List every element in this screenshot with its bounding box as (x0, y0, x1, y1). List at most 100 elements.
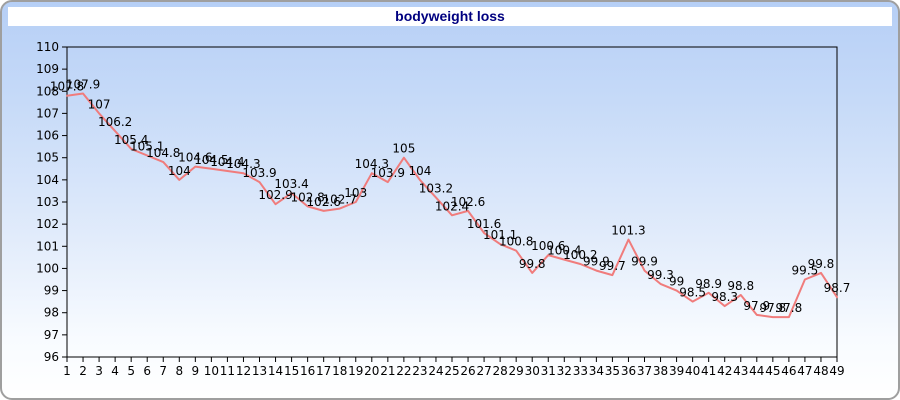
y-axis-tick-label: 103 (36, 195, 59, 209)
x-axis-tick-label: 30 (525, 364, 540, 378)
point-value-label: 104.4 (210, 155, 244, 169)
x-axis-tick-label: 20 (364, 364, 379, 378)
point-value-label: 100.4 (547, 244, 581, 258)
x-axis-tick-label: 9 (192, 364, 200, 378)
y-axis-tick-label: 110 (36, 40, 59, 54)
y-axis-tick-label: 96 (44, 350, 59, 364)
point-value-label: 105.4 (114, 133, 148, 147)
point-value-label: 102.7 (323, 193, 357, 207)
point-value-label: 97.9 (743, 299, 770, 313)
x-axis-tick-label: 38 (653, 364, 668, 378)
point-value-label: 104 (168, 164, 191, 178)
point-value-label: 104.3 (226, 157, 260, 171)
y-axis-tick-label: 104 (36, 173, 59, 187)
point-value-label: 101.3 (611, 224, 645, 238)
point-value-label: 107 (88, 97, 111, 111)
point-value-label: 99.9 (631, 255, 658, 269)
point-value-label: 98.7 (824, 281, 851, 295)
x-axis-tick-label: 24 (428, 364, 443, 378)
point-value-label: 99.8 (808, 257, 835, 271)
x-axis-tick-label: 3 (95, 364, 103, 378)
x-axis-tick-label: 8 (175, 364, 183, 378)
point-value-label: 104 (408, 164, 431, 178)
x-axis-tick-label: 25 (444, 364, 459, 378)
x-axis-tick-label: 18 (332, 364, 347, 378)
x-axis-tick-label: 43 (733, 364, 748, 378)
point-value-label: 99.9 (583, 255, 610, 269)
x-axis-tick-label: 5 (127, 364, 135, 378)
x-axis-tick-label: 21 (380, 364, 395, 378)
y-axis-tick-label: 108 (36, 84, 59, 98)
point-value-label: 104.3 (355, 157, 389, 171)
point-value-label: 104.8 (146, 146, 180, 160)
y-axis-tick-label: 102 (36, 217, 59, 231)
y-axis-tick-label: 109 (36, 62, 59, 76)
y-axis-tick-label: 106 (36, 129, 59, 143)
x-axis-tick-label: 29 (509, 364, 524, 378)
point-value-label: 107.9 (66, 78, 100, 92)
point-value-label: 103.9 (371, 166, 405, 180)
x-axis-tick-label: 34 (589, 364, 604, 378)
y-axis-tick-label: 107 (36, 106, 59, 120)
x-axis-tick-label: 14 (268, 364, 283, 378)
point-value-label: 100.2 (563, 248, 597, 262)
x-axis-tick-label: 31 (541, 364, 556, 378)
x-axis-tick-label: 13 (252, 364, 267, 378)
point-value-label: 97.8 (759, 301, 786, 315)
x-axis-tick-label: 48 (813, 364, 828, 378)
point-value-label: 102.4 (435, 199, 469, 213)
x-axis-tick-label: 27 (476, 364, 491, 378)
point-value-label: 102.8 (290, 190, 324, 204)
point-value-label: 105.1 (130, 140, 164, 154)
point-value-label: 107.8 (50, 80, 84, 94)
x-axis-tick-label: 49 (829, 364, 844, 378)
x-axis-tick-label: 44 (749, 364, 764, 378)
x-axis-tick-label: 46 (781, 364, 796, 378)
point-value-label: 101.1 (483, 228, 517, 242)
y-axis-tick-label: 101 (36, 239, 59, 253)
x-axis-tick-label: 26 (460, 364, 475, 378)
chart-title-bar: bodyweight loss (8, 7, 892, 26)
x-axis-tick-label: 28 (492, 364, 507, 378)
x-axis-tick-label: 39 (669, 364, 684, 378)
x-axis-tick-label: 6 (143, 364, 151, 378)
point-value-label: 99.8 (519, 257, 546, 271)
x-axis-tick-label: 16 (300, 364, 315, 378)
y-axis-tick-label: 99 (44, 284, 59, 298)
x-axis-tick-label: 37 (637, 364, 652, 378)
point-value-label: 99.7 (599, 259, 626, 273)
x-axis-tick-label: 35 (605, 364, 620, 378)
point-value-label: 100.8 (499, 235, 533, 249)
chart-title: bodyweight loss (395, 8, 505, 24)
y-axis-tick-label: 100 (36, 261, 59, 275)
x-axis-tick-label: 47 (797, 364, 812, 378)
x-axis-tick-label: 41 (701, 364, 716, 378)
point-value-label: 103.9 (242, 166, 276, 180)
point-value-label: 104.5 (194, 153, 228, 167)
x-axis-tick-label: 7 (159, 364, 167, 378)
point-value-label: 104.6 (178, 151, 212, 165)
point-value-label: 102.6 (306, 195, 340, 209)
x-axis-tick-label: 36 (621, 364, 636, 378)
point-value-label: 99 (669, 275, 684, 289)
x-axis-tick-label: 22 (396, 364, 411, 378)
point-value-label: 98.9 (695, 277, 722, 291)
point-value-label: 106.2 (98, 115, 132, 129)
x-axis-tick-label: 19 (348, 364, 363, 378)
point-value-label: 102.9 (258, 188, 292, 202)
x-axis-tick-label: 42 (717, 364, 732, 378)
y-axis-tick-label: 97 (44, 328, 59, 342)
x-axis-tick-label: 10 (204, 364, 219, 378)
point-value-label: 98.5 (679, 286, 706, 300)
point-value-label: 99.3 (647, 268, 674, 282)
point-value-label: 100.6 (531, 239, 565, 253)
point-value-label: 102.6 (451, 195, 485, 209)
y-axis-tick-label: 105 (36, 151, 59, 165)
weight-line-series (66, 92, 838, 319)
x-axis-tick-label: 32 (557, 364, 572, 378)
point-value-label: 101.6 (467, 217, 501, 231)
x-axis-tick-label: 45 (765, 364, 780, 378)
y-axis-tick-label: 98 (44, 306, 59, 320)
